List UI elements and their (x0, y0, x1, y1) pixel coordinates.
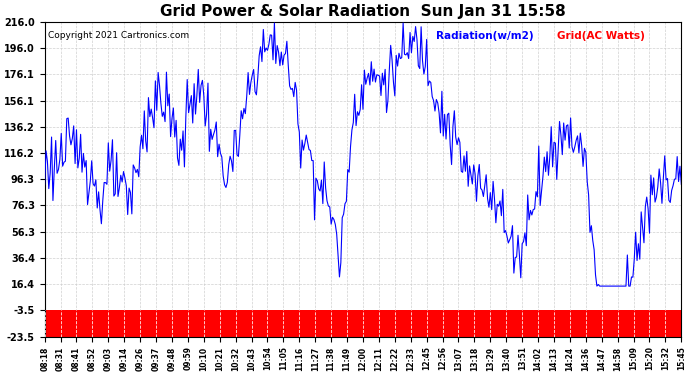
Text: Copyright 2021 Cartronics.com: Copyright 2021 Cartronics.com (48, 31, 189, 40)
Text: Radiation(w/m2): Radiation(w/m2) (436, 31, 534, 41)
Text: Grid(AC Watts): Grid(AC Watts) (558, 31, 645, 41)
Title: Grid Power & Solar Radiation  Sun Jan 31 15:58: Grid Power & Solar Radiation Sun Jan 31 … (160, 4, 566, 19)
